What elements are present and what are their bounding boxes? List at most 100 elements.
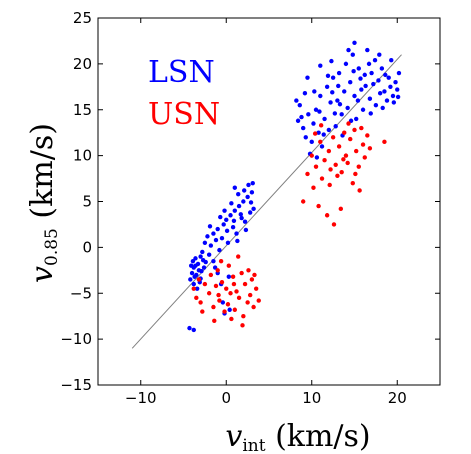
y-tick-label: 0 [82, 238, 92, 256]
point-usn [330, 135, 336, 140]
point-lsn [297, 102, 302, 108]
point-lsn [212, 265, 218, 270]
point-lsn [242, 188, 247, 193]
point-usn [191, 286, 196, 291]
point-lsn [294, 98, 299, 103]
point-usn [245, 300, 250, 305]
point-lsn [295, 118, 301, 123]
point-lsn [189, 270, 195, 276]
point-lsn [301, 125, 306, 131]
point-usn [309, 153, 314, 158]
point-usn [345, 160, 350, 166]
point-usn [208, 272, 214, 278]
point-usn [328, 167, 333, 172]
point-lsn [224, 228, 230, 234]
point-usn [241, 313, 246, 319]
point-lsn [314, 155, 320, 160]
point-lsn [379, 66, 385, 71]
point-lsn [201, 265, 207, 270]
point-lsn [305, 75, 310, 80]
point-usn [311, 185, 316, 190]
point-lsn [306, 112, 311, 117]
point-usn [232, 307, 237, 312]
point-lsn [205, 234, 210, 239]
point-usn [249, 277, 255, 282]
point-lsn [330, 75, 336, 80]
point-lsn [382, 89, 387, 94]
x-axis-title: vint (km/s) [225, 419, 370, 454]
point-usn [246, 268, 251, 273]
point-lsn [393, 80, 398, 85]
point-lsn [365, 47, 370, 53]
point-lsn [372, 58, 378, 63]
point-lsn [187, 325, 192, 331]
point-lsn [221, 222, 226, 227]
point-usn [252, 272, 257, 278]
point-usn [339, 169, 344, 175]
point-lsn [191, 327, 196, 333]
point-usn [251, 304, 256, 310]
point-usn [247, 292, 253, 298]
point-lsn [190, 258, 196, 264]
point-usn [362, 155, 367, 160]
point-usn [226, 263, 232, 268]
point-usn [200, 309, 205, 314]
point-usn [256, 298, 261, 303]
point-lsn [318, 93, 323, 99]
point-usn [231, 281, 237, 287]
x-tick-label: −10 [125, 389, 157, 407]
point-lsn [332, 111, 338, 116]
point-lsn [188, 263, 194, 268]
point-lsn [388, 84, 393, 90]
point-usn [319, 176, 325, 181]
point-lsn [217, 247, 222, 253]
reference-line [131, 54, 402, 349]
y-tick-label: 25 [73, 9, 92, 27]
point-lsn [312, 89, 317, 94]
legend-entry-usn: USN [148, 97, 220, 132]
point-usn [196, 277, 202, 282]
y-tick-label: 10 [73, 147, 92, 165]
point-lsn [380, 105, 385, 111]
point-usn [211, 304, 216, 310]
point-lsn [241, 199, 246, 204]
axis-ticks: −10 0 10 20 −15 −10 −5 0 5 10 15 20 25 [60, 9, 440, 407]
point-lsn [242, 219, 248, 224]
point-lsn [250, 180, 255, 186]
point-lsn [373, 102, 379, 108]
point-usn [357, 188, 362, 193]
point-lsn [239, 215, 244, 221]
point-lsn [309, 139, 314, 145]
point-lsn [208, 243, 214, 248]
point-lsn [360, 107, 366, 112]
point-lsn [193, 256, 198, 261]
point-lsn [363, 83, 368, 89]
point-lsn [330, 90, 335, 95]
point-lsn [195, 261, 201, 267]
point-usn [213, 283, 219, 289]
point-usn [216, 292, 221, 298]
point-usn [316, 203, 321, 209]
point-usn [225, 302, 231, 307]
point-usn [318, 139, 323, 145]
point-lsn [322, 116, 327, 122]
point-lsn [236, 203, 242, 209]
x-axis-sub: int [242, 436, 265, 454]
point-lsn [350, 52, 355, 57]
point-usn [312, 131, 318, 136]
x-axis-var: v [225, 419, 242, 454]
point-lsn [355, 98, 361, 103]
point-usn [219, 280, 225, 285]
point-lsn [191, 281, 196, 287]
y-tick-label: −15 [60, 376, 92, 394]
x-axis-unit: (km/s) [266, 419, 371, 454]
point-usn [218, 258, 224, 264]
point-lsn [222, 208, 227, 213]
y-tick-label: 15 [73, 101, 92, 119]
point-usn [206, 291, 212, 296]
point-lsn [313, 107, 319, 112]
point-lsn [232, 185, 237, 190]
point-usn [359, 125, 364, 131]
y-tick-label: 5 [82, 193, 92, 211]
data-points [187, 40, 402, 333]
